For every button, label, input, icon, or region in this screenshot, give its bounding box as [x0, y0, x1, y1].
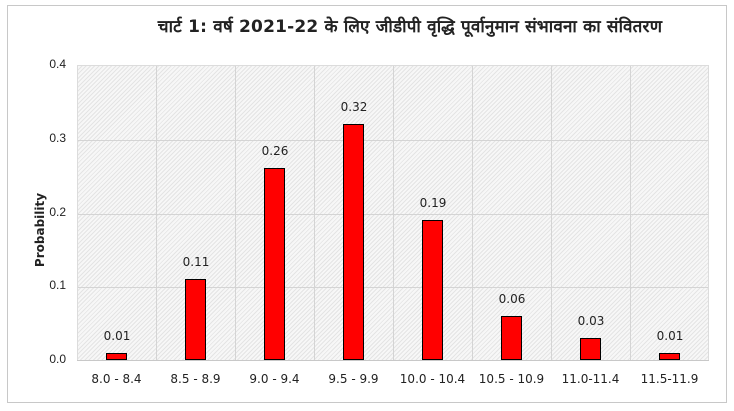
y-tick-label: 0.1 [49, 278, 66, 293]
bar-value-label: 0.01 [103, 329, 131, 343]
bar [264, 168, 285, 360]
y-axis-line [77, 65, 78, 360]
horizontal-gridline [77, 139, 708, 141]
x-axis-line [77, 360, 709, 361]
bar [106, 353, 127, 360]
bar [343, 124, 364, 360]
x-tick-label: 9.0 - 9.4 [249, 372, 300, 386]
bar-value-label: 0.01 [656, 329, 684, 343]
bar [580, 338, 601, 360]
bar-value-label: 0.32 [340, 100, 368, 114]
vertical-gridline [472, 66, 473, 360]
bar-value-label: 0.26 [261, 144, 289, 158]
vertical-gridline [393, 66, 394, 360]
x-tick-label: 9.5 - 9.9 [328, 372, 379, 386]
bar [501, 316, 522, 360]
y-tick-label: 0.0 [49, 352, 66, 366]
vertical-gridline [630, 66, 631, 360]
bar [659, 353, 680, 360]
plot-area [77, 65, 709, 360]
bar-value-label: 0.03 [577, 314, 605, 328]
bar-value-label: 0.11 [182, 255, 210, 269]
chart-title: चार्ट 1: वर्ष 2021-22 के लिए जीडीपी वृद्… [157, 17, 663, 37]
vertical-gridline [551, 66, 552, 360]
x-tick-label: 10.0 - 10.4 [399, 372, 466, 386]
y-tick-label: 0.4 [49, 57, 66, 71]
bar-value-label: 0.19 [419, 196, 447, 210]
horizontal-gridline [77, 213, 708, 215]
bar [185, 279, 206, 360]
y-tick-label: 0.3 [49, 130, 66, 145]
x-tick-label: 8.5 - 8.9 [170, 372, 221, 386]
bar [422, 220, 443, 360]
bar-value-label: 0.06 [498, 292, 526, 306]
vertical-gridline [314, 66, 315, 360]
y-tick-label: 0.2 [49, 204, 66, 219]
vertical-gridline [156, 66, 157, 360]
x-tick-label: 11.0-11.4 [561, 372, 620, 386]
x-tick-label: 10.5 - 10.9 [478, 372, 545, 386]
vertical-gridline [235, 66, 236, 360]
x-tick-label: 11.5-11.9 [640, 372, 699, 386]
x-tick-label: 8.0 - 8.4 [91, 372, 142, 386]
horizontal-gridline [77, 287, 708, 289]
